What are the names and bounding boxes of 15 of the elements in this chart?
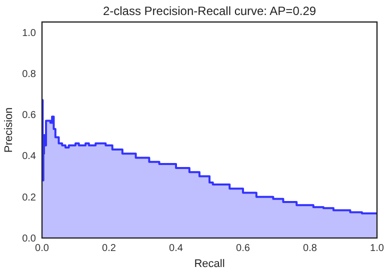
x-tick-label: 0.6: [236, 243, 250, 254]
y-tick-label: 0.6: [22, 110, 36, 122]
chart-title: 2-class Precision-Recall curve: AP=0.29: [102, 4, 316, 18]
y-tick-label: 0.8: [22, 68, 36, 80]
y-axis-title: Precision: [3, 107, 15, 153]
x-tick-label: 0.0: [35, 243, 50, 254]
y-tick-label: 0.0: [22, 234, 36, 244]
x-tick-label: 1.0: [370, 243, 384, 254]
y-tick-label: 0.4: [22, 151, 36, 162]
y-tick-label: 0.2: [22, 192, 36, 204]
x-tick-label: 0.8: [303, 243, 318, 254]
y-tick-label: 1.0: [22, 28, 36, 39]
x-axis-title: Recall: [194, 258, 225, 270]
x-tick-label: 0.2: [102, 243, 116, 254]
x-tick-label: 0.4: [169, 243, 184, 254]
